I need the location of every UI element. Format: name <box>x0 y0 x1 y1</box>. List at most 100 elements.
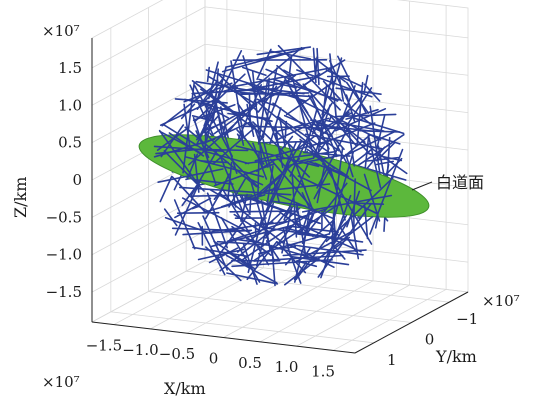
orbit-segment <box>247 217 263 274</box>
orbit-segment <box>312 47 317 84</box>
y-axis-line <box>354 291 469 354</box>
orbit-segment <box>257 85 278 113</box>
orbit-segment <box>195 106 217 147</box>
segment-group-front <box>153 47 404 287</box>
orbit-segment <box>191 80 237 115</box>
orbit-segment <box>193 73 246 123</box>
orbit-segment <box>241 133 265 165</box>
orbit-segment <box>202 150 250 165</box>
orbit-segment <box>346 190 361 228</box>
x-tick-label: 0 <box>209 350 219 368</box>
orbit-segment <box>367 134 382 189</box>
z-tick-label: −0.5 <box>46 208 82 226</box>
orbit-segment <box>322 80 343 102</box>
orbit-segment <box>206 192 228 249</box>
orbit-segment <box>289 154 342 166</box>
plane-annotation-leader <box>411 181 433 191</box>
orbit-segment <box>316 47 320 86</box>
orbit-segment <box>269 107 282 145</box>
x-tick-label: −1.0 <box>122 341 158 359</box>
orbit-segment <box>230 60 245 137</box>
orbit-segment <box>233 238 260 244</box>
orbit-segment <box>375 113 386 151</box>
orbit-segment <box>345 81 370 114</box>
orbit-segment <box>277 194 336 220</box>
orbit-segment <box>348 133 356 167</box>
orbit-segment <box>270 200 307 207</box>
orbit-segment <box>223 86 238 92</box>
orbit-segment <box>159 175 173 203</box>
orbit-segment <box>217 173 230 198</box>
orbit-segment <box>302 83 358 147</box>
axes-frame <box>91 38 469 354</box>
orbit-segment <box>174 179 202 236</box>
orbit-segment <box>345 94 356 122</box>
orbit-segment <box>343 102 373 126</box>
x-tick-label: −0.5 <box>159 345 195 363</box>
orbit-segment <box>279 135 294 152</box>
orbit-segment <box>201 121 251 145</box>
orbit-segment <box>157 168 224 183</box>
orbit-segment <box>316 163 326 204</box>
orbit-segment <box>221 47 305 73</box>
background-grid <box>90 0 470 354</box>
orbit-segment <box>240 193 248 222</box>
orbit-segment <box>171 176 207 214</box>
orbit-segment <box>263 183 331 192</box>
orbit-segment <box>310 94 338 156</box>
z-tick-label: 0.5 <box>58 134 82 152</box>
orbit-segment <box>321 71 334 116</box>
orbit-segment <box>156 127 189 151</box>
orbit-segment <box>161 86 213 127</box>
orbit-segment <box>314 58 347 83</box>
grid-line-y <box>186 270 450 303</box>
orbit-segment <box>296 260 318 268</box>
orbit-segment <box>246 103 255 137</box>
x-axis-label: X/km <box>164 379 206 398</box>
orbit-segment <box>265 68 298 83</box>
orbit-segment <box>291 76 315 159</box>
orbit-segment <box>179 186 292 196</box>
orbit-segment <box>250 182 276 263</box>
y-tick-label: 1 <box>387 351 397 369</box>
orbit-segment <box>199 49 243 136</box>
orbit-segment <box>196 79 219 110</box>
orbit-segment <box>276 115 329 153</box>
orbit-segment <box>243 201 265 206</box>
orbit-segment <box>163 208 178 227</box>
orbit-segment <box>191 115 215 122</box>
orbit-segment <box>192 246 249 258</box>
orbit-segment <box>182 82 195 174</box>
orbit-segment <box>256 98 277 107</box>
orbit-segment <box>334 113 397 118</box>
orbit-segment <box>314 119 330 150</box>
x-exponent-label: ×10⁷ <box>42 373 80 391</box>
orbit-segment <box>163 150 205 192</box>
grid-line-y <box>148 291 412 323</box>
orbit-segment <box>262 117 300 155</box>
orbit-segment <box>205 246 242 282</box>
orbit-segment <box>159 97 219 126</box>
orbit-segment <box>351 163 407 181</box>
orbit-segment <box>361 141 408 175</box>
orbit-segment <box>255 85 284 158</box>
orbit-segment <box>180 103 196 120</box>
orbit-segment <box>334 108 387 132</box>
orbit-segment <box>369 148 404 235</box>
orbit-segment <box>328 115 332 122</box>
x-tick-label: −1.5 <box>86 337 122 355</box>
orbit-segment <box>236 213 281 253</box>
orbit-segment <box>290 88 321 132</box>
orbit-segment <box>213 240 256 270</box>
x-tick-label: 1.5 <box>311 362 335 380</box>
orbit-segment <box>255 201 275 267</box>
z-tick-labels: 1.5 1.0 0.5 0 −0.5 −1.0 −1.5 <box>46 59 82 301</box>
z-tick-label: 1.0 <box>58 96 82 114</box>
x-tick-label: 0.5 <box>238 354 262 372</box>
z-tick-label: −1.0 <box>46 246 82 264</box>
orbit-segment <box>363 83 381 102</box>
y-tick-labels: 1 0 −1 <box>387 310 478 369</box>
orbit-segment <box>259 164 290 228</box>
orbit-segment <box>252 142 268 180</box>
